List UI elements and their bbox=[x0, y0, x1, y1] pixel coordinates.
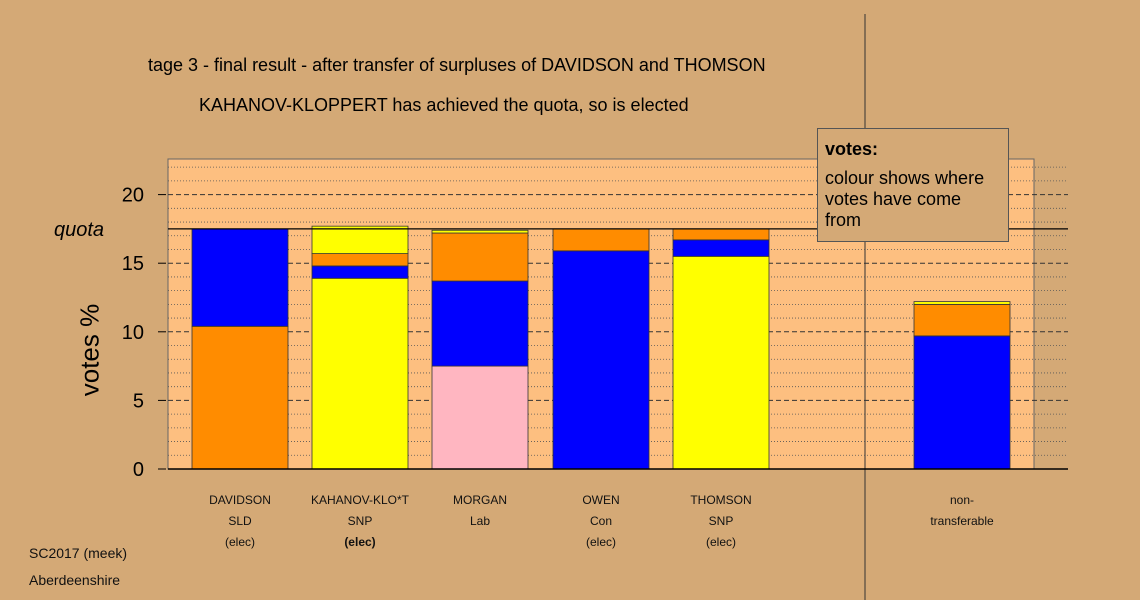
candidate-party: SNP bbox=[347, 514, 373, 528]
candidate-label: THOMSON SNP (elec) bbox=[661, 490, 781, 553]
candidate-label: OWEN Con (elec) bbox=[541, 490, 661, 553]
footer-region: Aberdeenshire bbox=[29, 572, 121, 588]
bar-segment bbox=[672, 239, 770, 257]
candidate-label: MORGAN Lab bbox=[420, 490, 540, 553]
bar-segment bbox=[913, 301, 1011, 305]
bar-segment bbox=[672, 228, 770, 241]
bar-segment bbox=[431, 232, 529, 282]
legend-title: votes: bbox=[825, 139, 879, 159]
candidate-status: (elec) bbox=[224, 535, 255, 549]
bar-segment bbox=[431, 365, 529, 470]
y-tick-label: 15 bbox=[122, 253, 144, 275]
candidate-name: THOMSON bbox=[690, 493, 752, 507]
bar-segment bbox=[191, 325, 289, 470]
bar-segment bbox=[431, 280, 529, 367]
candidate-party: transferable bbox=[930, 514, 994, 528]
chart-subtitle: KAHANOV-KLOPPERT has achieved the quota,… bbox=[199, 95, 689, 115]
bar-segment bbox=[311, 225, 409, 254]
bar-segment bbox=[311, 277, 409, 470]
candidate-status: (elec) bbox=[705, 535, 736, 549]
candidate-party: SLD bbox=[228, 514, 252, 528]
bar-segment bbox=[913, 335, 1011, 470]
candidate-label: DAVIDSON SLD (elec) bbox=[180, 490, 300, 553]
bar-segment bbox=[311, 265, 409, 279]
bar-segment bbox=[552, 250, 650, 470]
candidate-name: KAHANOV-KLO*T bbox=[310, 493, 410, 507]
candidate-party: Con bbox=[589, 514, 612, 528]
candidate-label: KAHANOV-KLO*T SNP (elec) bbox=[300, 490, 420, 553]
y-tick-label: 10 bbox=[122, 322, 144, 344]
bar-segment bbox=[191, 228, 289, 327]
candidate-name: non- bbox=[949, 493, 975, 507]
candidate-label: non-transferable bbox=[902, 490, 1022, 553]
candidate-party: SNP bbox=[708, 514, 734, 528]
candidate-name: OWEN bbox=[582, 493, 620, 507]
quota-label: quota bbox=[54, 219, 104, 241]
footer-election: SC2017 (meek) bbox=[29, 545, 128, 561]
candidate-status bbox=[420, 532, 540, 553]
bar-segment bbox=[311, 253, 409, 267]
y-tick-label: 5 bbox=[133, 390, 144, 412]
y-axis-label: votes % bbox=[74, 303, 105, 397]
candidate-party: Lab bbox=[469, 514, 491, 528]
legend-text: colour shows where votes have come from bbox=[825, 168, 985, 230]
candidate-name: MORGAN bbox=[453, 493, 507, 507]
bar-segment bbox=[431, 229, 529, 234]
candidate-status: (elec) bbox=[585, 535, 616, 549]
chart-title: tage 3 - final result - after transfer o… bbox=[148, 55, 766, 75]
candidate-status: (elec) bbox=[344, 535, 376, 549]
candidate-status bbox=[902, 532, 1022, 553]
candidate-name: DAVIDSON bbox=[209, 493, 271, 507]
legend-box: votes: colour shows where votes have com… bbox=[817, 128, 1009, 242]
bar-segment bbox=[672, 255, 770, 470]
bar-segment bbox=[552, 228, 650, 252]
bar-segment bbox=[913, 303, 1011, 337]
y-tick-label: 0 bbox=[133, 459, 144, 481]
y-tick-label: 20 bbox=[122, 185, 144, 207]
